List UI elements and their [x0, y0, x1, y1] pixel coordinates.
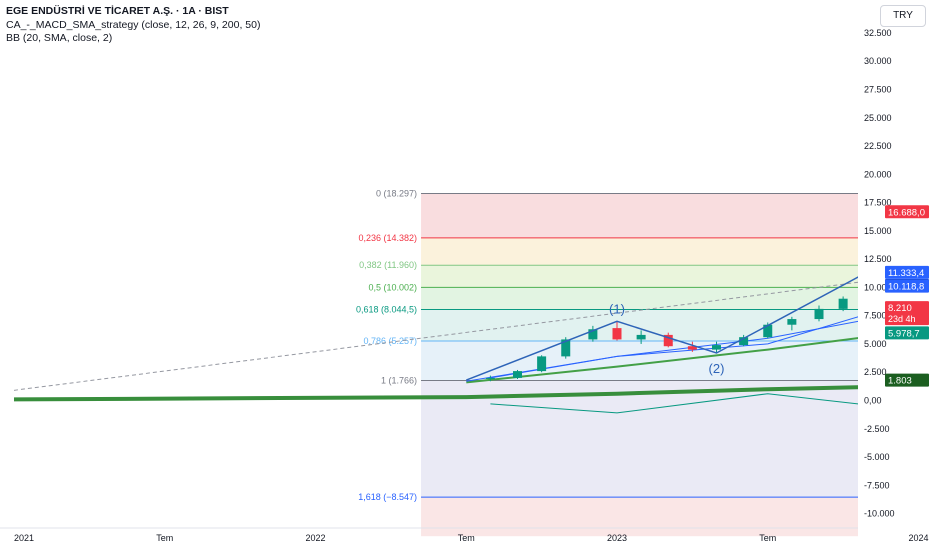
y-tick-label: 32.500 — [864, 28, 892, 38]
y-tick-label: 17.500 — [864, 198, 892, 208]
fib-level-label: 0 (18.297) — [376, 189, 417, 199]
y-tick-label: 7.500 — [864, 311, 887, 321]
y-tick-label: 20.000 — [864, 169, 892, 179]
y-tick-label: 0,00 — [864, 396, 882, 406]
fib-zone — [421, 497, 932, 537]
y-tick-label: -7.500 — [864, 480, 890, 490]
price-countdown: 23d 4h — [888, 314, 916, 324]
y-tick-label: -5.000 — [864, 452, 890, 462]
x-tick-label: 2023 — [607, 533, 627, 543]
fibonacci-retracement[interactable]: 0 (18.297) 0,236 (14.382) 0,382 (11.960) 0,… — [356, 189, 932, 537]
price-label-text: 16.688,0 — [888, 207, 925, 218]
fib-zone — [421, 309, 932, 342]
price-label-box — [885, 205, 929, 219]
x-tick-label: Tem — [759, 533, 776, 543]
candle-body — [612, 328, 622, 340]
fib-level-label: 1,618 (−8.547) — [358, 492, 417, 502]
price-label-text: 10.118,8 — [888, 282, 924, 293]
fib-level-label: 0,786 (5.257) — [363, 336, 417, 346]
price-label-text: 11.333,4 — [888, 268, 924, 279]
candle-body — [485, 377, 495, 380]
candle-body — [561, 339, 571, 357]
y-tick-label: 15.000 — [864, 226, 892, 236]
sma-200-line — [13, 383, 932, 402]
x-tick-label: 2021 — [14, 533, 34, 543]
ema-blue-line — [466, 305, 932, 382]
candle-body — [636, 334, 646, 340]
candle-body — [739, 337, 749, 346]
y-tick-label: 30.000 — [864, 56, 892, 66]
price-label-box — [885, 373, 929, 387]
candle-body — [838, 298, 848, 309]
wave-label: (1) — [609, 301, 625, 316]
price-label-box — [885, 265, 929, 279]
fib-zone — [421, 380, 932, 498]
candle-body — [588, 329, 598, 340]
fib-zone — [421, 287, 932, 310]
y-tick-label: -10.000 — [864, 509, 895, 519]
x-tick-label: Tem — [458, 533, 475, 543]
fib-level-label: 0,5 (10.002) — [368, 282, 417, 292]
price-label-box — [885, 279, 929, 293]
indicator-macd-label[interactable]: CA_-_MACD_SMA_strategy (close, 12, 26, 9… — [6, 18, 261, 31]
fib-zone — [421, 265, 932, 288]
candle-body — [814, 308, 824, 320]
x-tick-label: 2022 — [305, 533, 325, 543]
y-tick-label: 2.500 — [864, 367, 887, 377]
fib-level-label: 1 (1.766) — [381, 376, 417, 386]
candle-body — [687, 346, 697, 350]
candle-body — [663, 334, 673, 347]
bb-lower-line — [490, 393, 932, 414]
y-tick-label: 12.500 — [864, 254, 892, 264]
y-tick-label: 25.000 — [864, 113, 892, 123]
candle-body — [787, 319, 797, 325]
candle-body — [513, 371, 523, 378]
fib-zone — [421, 193, 932, 238]
fib-zone — [421, 237, 932, 266]
symbol-title[interactable]: EGE ENDÜSTRİ VE TİCARET A.Ş. · 1A · BIST — [6, 5, 229, 17]
fib-level-label: 0,382 (11.960) — [359, 260, 417, 270]
currency-selector[interactable]: TRY — [880, 5, 926, 27]
price-label-text: 1.803 — [888, 376, 912, 387]
price-label-text: 5.978,7 — [888, 328, 920, 339]
candle-body — [711, 345, 721, 350]
y-tick-label: 22.500 — [864, 141, 892, 151]
price-label-box — [885, 301, 929, 326]
fib-level-label: 0,618 (8.044,5) — [356, 305, 417, 315]
price-label-box — [885, 326, 929, 340]
fib-level-label: 0,236 (14.382) — [358, 233, 417, 243]
y-tick-label: -2.500 — [864, 424, 890, 434]
indicator-bb-label[interactable]: BB (20, SMA, close, 2) — [6, 32, 113, 44]
wave-label: (2) — [709, 361, 725, 376]
x-axis[interactable]: 2021Tem2022Tem2023Tem2024Tem2025Tem2026T… — [0, 527, 932, 543]
price-label-text: 8.210 — [888, 303, 912, 314]
y-tick-label: 10.000 — [864, 282, 892, 292]
x-tick-label: 2024 — [908, 533, 928, 543]
y-tick-label: 5.000 — [864, 339, 887, 349]
candle-body — [537, 356, 547, 372]
y-tick-label: 27.500 — [864, 84, 892, 94]
candle-body — [763, 324, 773, 338]
chart-legend: EGE ENDÜSTRİ VE TİCARET A.Ş. · 1A · BIST… — [6, 5, 260, 46]
price-scale-labels: 16.688,011.333,410.171,010.118,88.21023d… — [885, 205, 929, 387]
x-tick-label: Tem — [156, 533, 173, 543]
